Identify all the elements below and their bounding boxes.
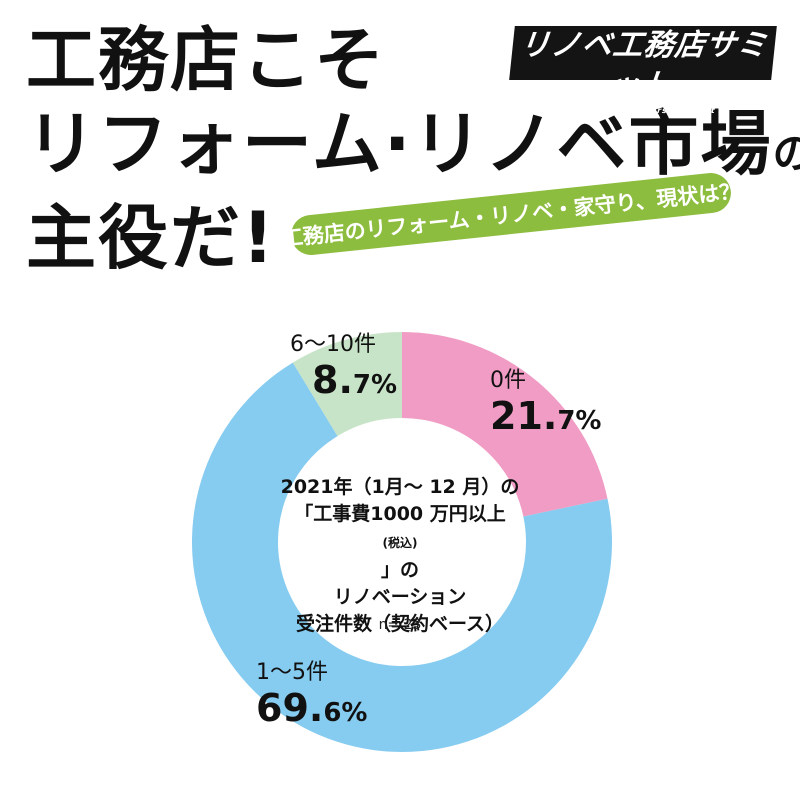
chart-title-line-1: 2021年（1月～ 12 月）の <box>280 476 520 498</box>
chart-title-line-2: 「工事費1000 万円以上 (税込) 」の <box>250 501 550 584</box>
headline: 工務店こそ リフォーム·リノベ市場の 主役だ! <box>26 18 800 280</box>
chart-title-tax-note: (税込) <box>382 536 418 550</box>
sample-size-label: n= 23 <box>378 617 422 633</box>
slice-percent-1-int: 69. <box>256 686 324 730</box>
slice-label-0: 0件 21.7% <box>490 368 601 446</box>
chart-title-line-3: リノベーション <box>333 586 467 608</box>
slice-category-0: 0件 <box>490 368 526 393</box>
donut-slice-2 <box>292 332 402 437</box>
chart-title-line-2b: 」の <box>380 559 419 581</box>
chart-title-line-4: 受注件数（契約ベース） <box>295 613 505 635</box>
headline-line-3: 主役だ! <box>26 197 276 279</box>
chart-title-line-2a: 「工事費1000 万円以上 <box>294 503 506 525</box>
slice-percent-2-dec: 7% <box>352 370 398 400</box>
slice-percent-0: 21.7% <box>490 394 601 446</box>
slice-category-2: 6～10件 <box>290 332 376 357</box>
donut-slices <box>192 332 612 752</box>
donut-slice-1 <box>192 362 612 752</box>
headline-line-1: 工務店こそ <box>26 19 386 101</box>
slice-percent-0-dec: 7% <box>557 406 602 436</box>
slice-percent-1: 69.6% <box>256 686 367 738</box>
slice-percent-2: 8.7% <box>290 358 397 410</box>
slice-label-2: 6～10件 8.7% <box>290 332 397 410</box>
chart-title: 2021年（1月～ 12 月）の 「工事費1000 万円以上 (税込) 」の リノベ… <box>250 474 550 638</box>
headline-line-2-particle: の <box>772 129 800 178</box>
headline-line-2-text: リフォーム·リノベ市場 <box>26 103 773 185</box>
slice-percent-0-int: 21. <box>490 394 558 438</box>
donut-slice-0 <box>402 332 608 517</box>
slice-label-1: 1～5件 69.6% <box>256 660 367 738</box>
slice-percent-2-int: 8. <box>312 358 353 402</box>
slice-category-1: 1～5件 <box>256 660 328 685</box>
headline-line-2: リフォーム·リノベ市場の <box>26 102 800 196</box>
slice-percent-1-dec: 6% <box>323 698 368 728</box>
